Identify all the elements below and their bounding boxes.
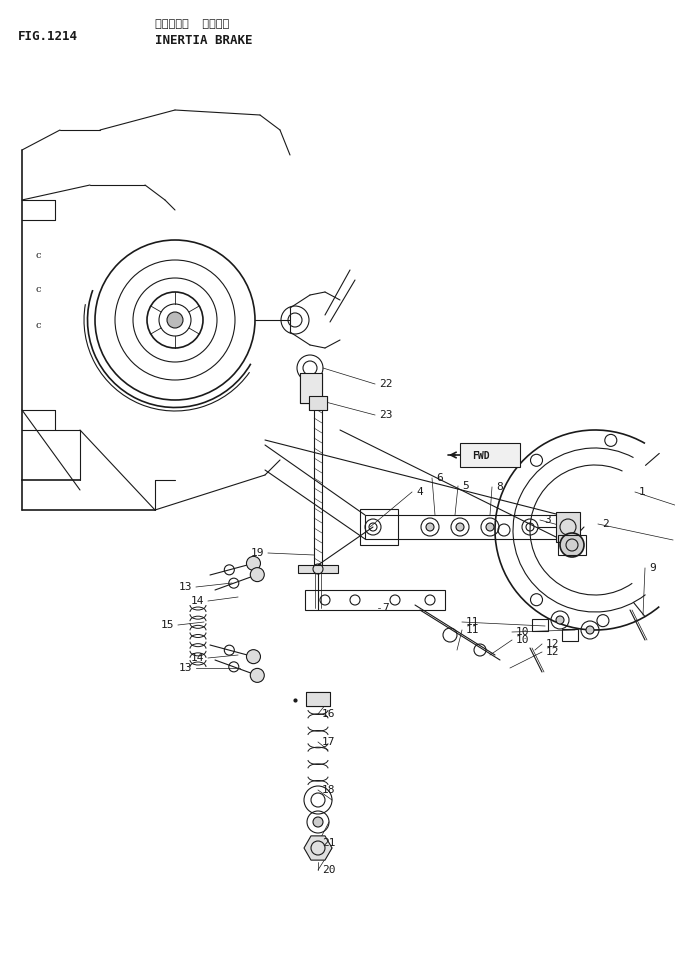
Text: 12: 12 bbox=[546, 647, 560, 657]
Text: 7: 7 bbox=[382, 603, 389, 613]
Bar bbox=[365, 515, 560, 539]
Text: 6: 6 bbox=[436, 473, 443, 483]
Text: 13: 13 bbox=[178, 663, 192, 673]
Bar bbox=[562, 629, 578, 641]
Text: 11: 11 bbox=[466, 625, 479, 635]
Text: FIG.1214: FIG.1214 bbox=[18, 30, 78, 42]
Text: 11: 11 bbox=[466, 617, 479, 627]
Text: 15: 15 bbox=[161, 620, 174, 630]
Bar bbox=[460, 443, 520, 467]
Text: 8: 8 bbox=[496, 482, 503, 492]
Circle shape bbox=[250, 568, 265, 581]
Bar bbox=[558, 535, 586, 555]
Bar bbox=[298, 565, 338, 573]
Text: 13: 13 bbox=[178, 582, 192, 592]
Circle shape bbox=[246, 650, 261, 663]
Bar bbox=[305, 590, 445, 610]
Text: 20: 20 bbox=[322, 865, 335, 875]
Text: 10: 10 bbox=[516, 627, 529, 637]
Text: 14: 14 bbox=[190, 653, 204, 663]
Text: 12: 12 bbox=[546, 639, 560, 649]
Text: c: c bbox=[35, 285, 40, 294]
Text: 14: 14 bbox=[190, 596, 204, 606]
Text: 22: 22 bbox=[379, 379, 392, 389]
Circle shape bbox=[456, 523, 464, 531]
Text: 5: 5 bbox=[462, 481, 468, 491]
Circle shape bbox=[560, 533, 584, 557]
Text: c: c bbox=[35, 320, 40, 330]
Text: 9: 9 bbox=[649, 563, 655, 573]
Circle shape bbox=[586, 626, 594, 634]
Text: INERTIA BRAKE: INERTIA BRAKE bbox=[155, 34, 252, 46]
Text: FWD: FWD bbox=[472, 451, 489, 461]
Text: c: c bbox=[35, 251, 40, 259]
Circle shape bbox=[167, 312, 183, 328]
Circle shape bbox=[426, 523, 434, 531]
Polygon shape bbox=[304, 836, 332, 860]
Circle shape bbox=[486, 523, 494, 531]
Text: 1: 1 bbox=[639, 487, 646, 497]
Text: 18: 18 bbox=[322, 785, 335, 795]
Text: 21: 21 bbox=[322, 838, 335, 848]
Bar bbox=[532, 619, 548, 631]
Text: 3: 3 bbox=[544, 515, 551, 525]
Bar bbox=[556, 512, 580, 542]
Bar bbox=[360, 509, 398, 545]
Circle shape bbox=[313, 817, 323, 827]
Bar bbox=[309, 396, 327, 410]
Circle shape bbox=[556, 616, 564, 624]
Bar bbox=[306, 692, 330, 706]
Bar bbox=[300, 373, 322, 403]
Circle shape bbox=[246, 556, 261, 571]
Text: イナーシャ  ブレーキ: イナーシャ ブレーキ bbox=[155, 19, 230, 29]
Circle shape bbox=[250, 668, 265, 683]
Text: 19: 19 bbox=[250, 548, 264, 558]
Text: 17: 17 bbox=[322, 737, 335, 747]
Text: 4: 4 bbox=[416, 487, 423, 497]
Text: 23: 23 bbox=[379, 410, 392, 420]
Text: 10: 10 bbox=[516, 635, 529, 645]
Text: 2: 2 bbox=[602, 519, 609, 529]
Text: 16: 16 bbox=[322, 709, 335, 719]
